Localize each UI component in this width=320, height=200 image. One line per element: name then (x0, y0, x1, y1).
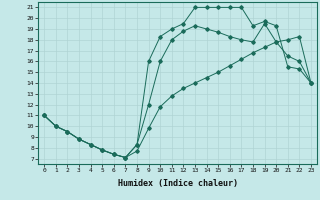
X-axis label: Humidex (Indice chaleur): Humidex (Indice chaleur) (118, 179, 238, 188)
